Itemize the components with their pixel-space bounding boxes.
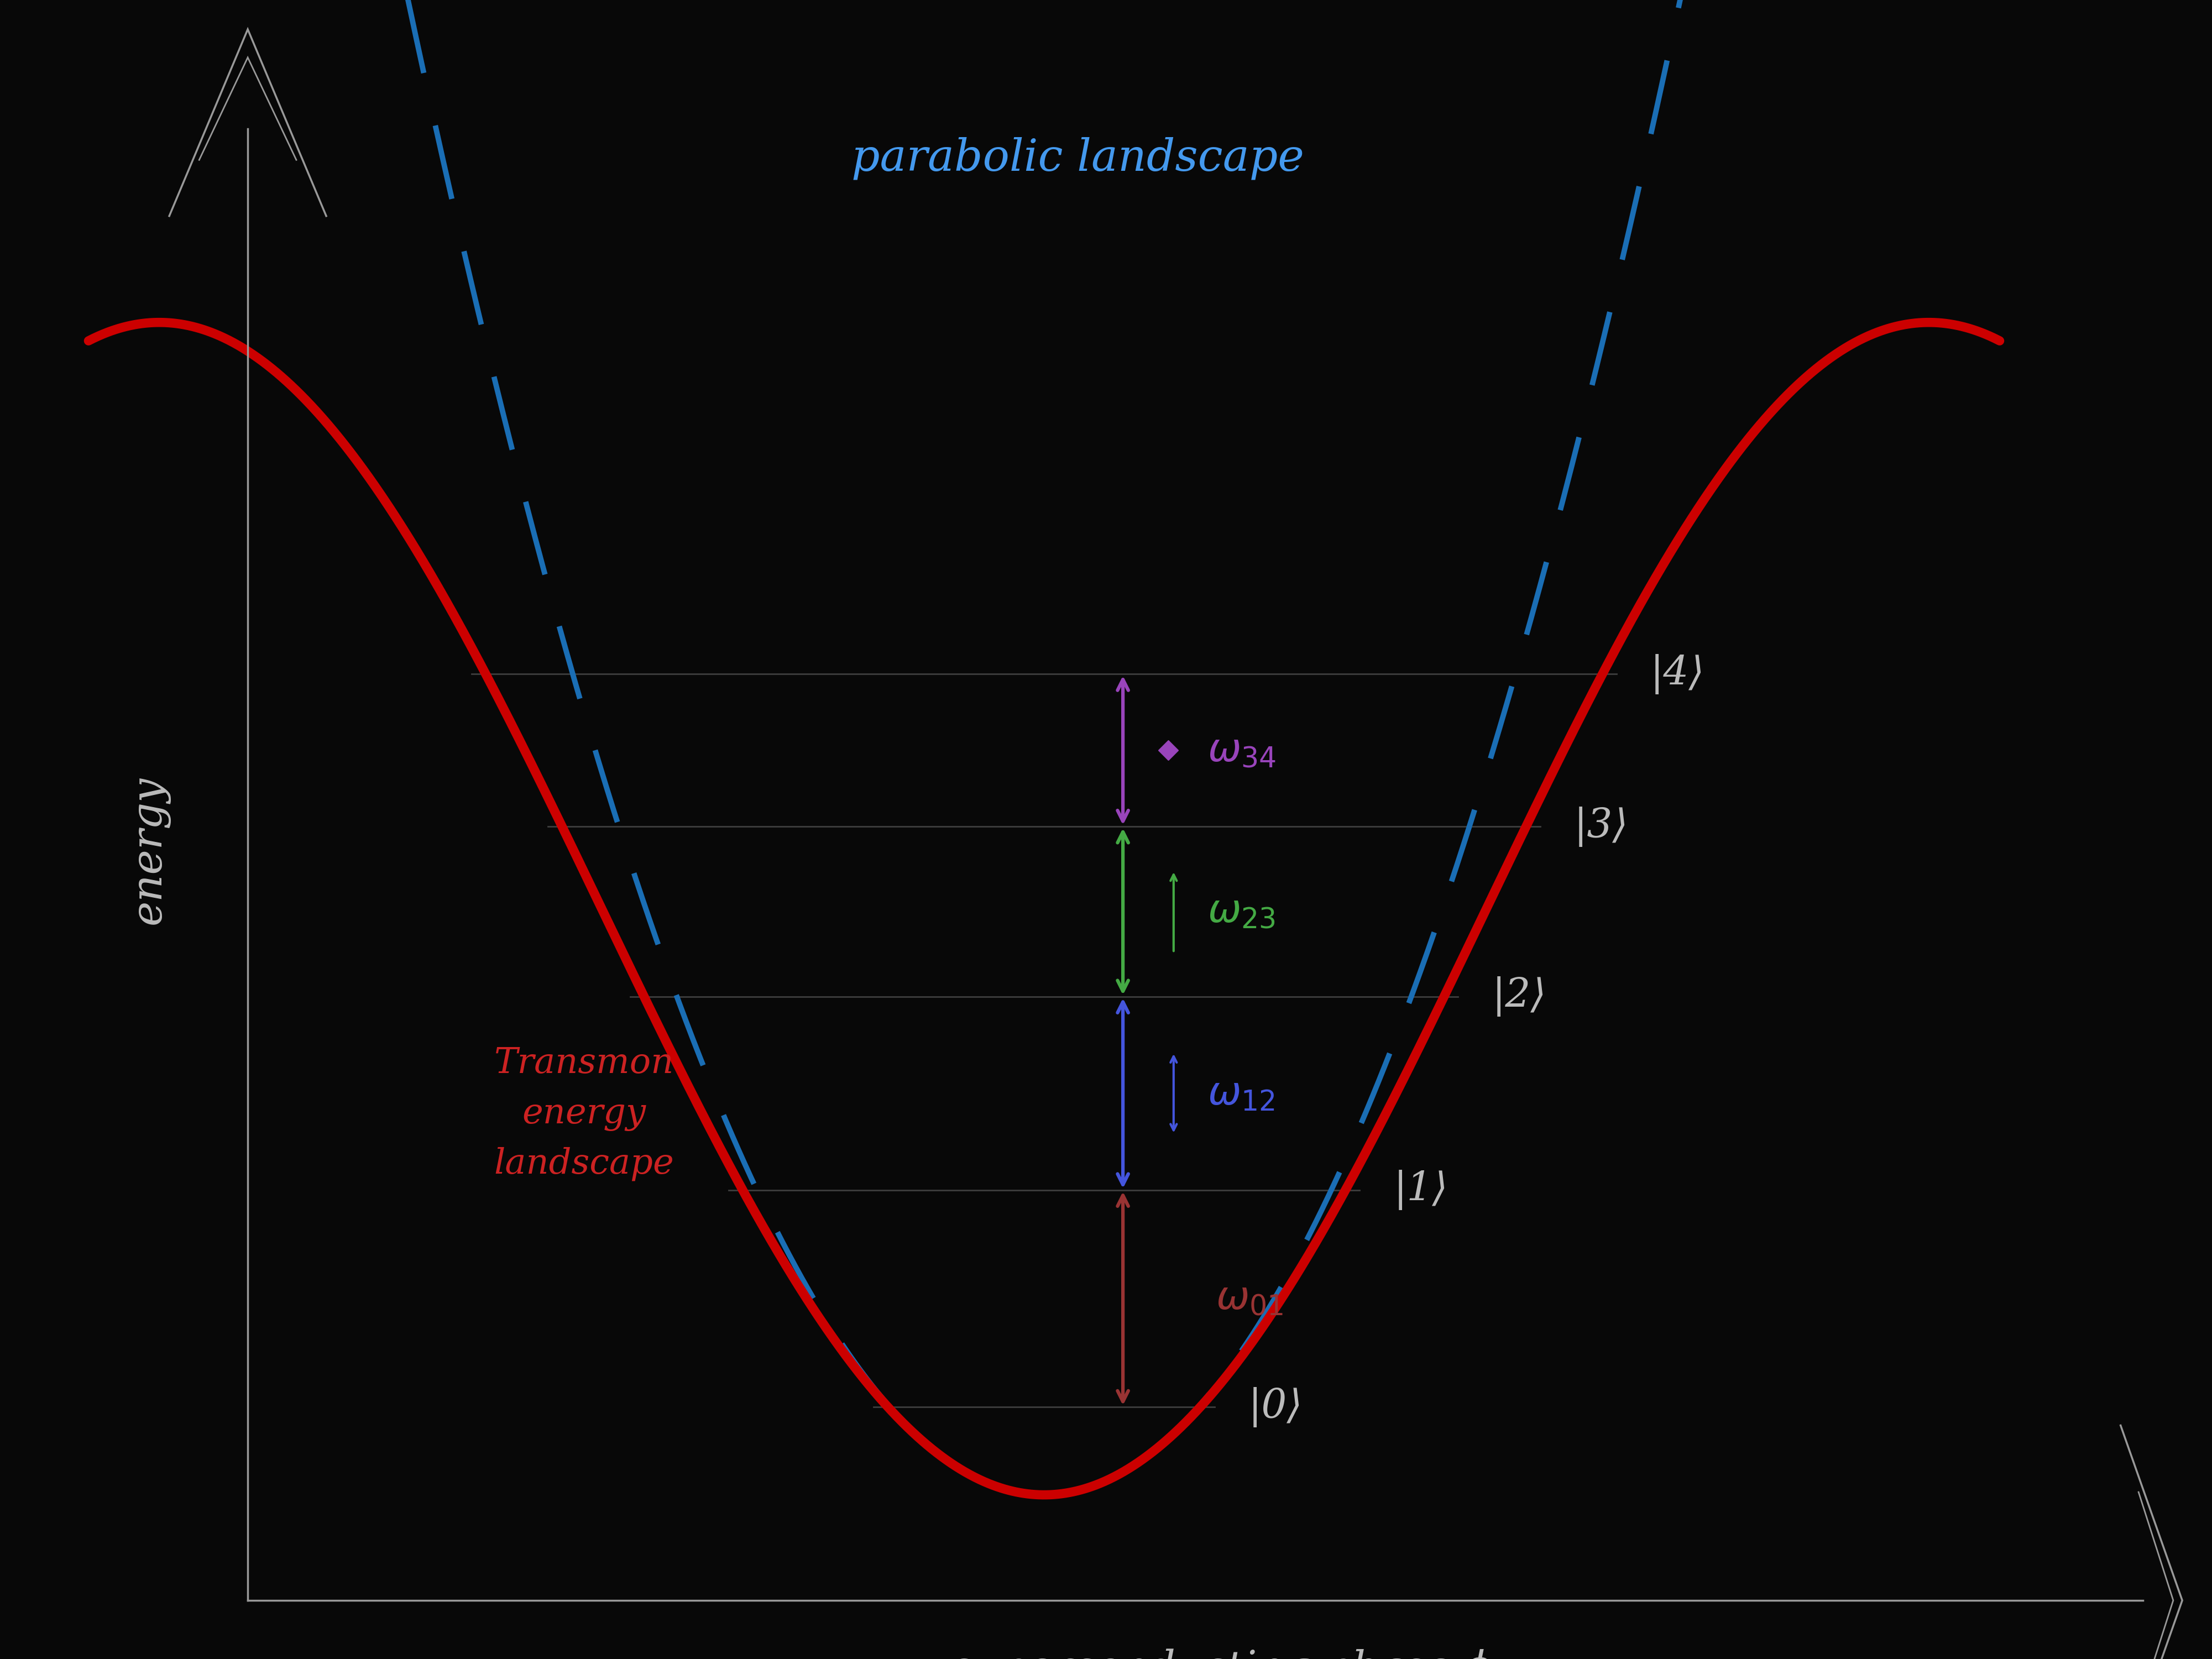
Text: |3⟩: |3⟩ bbox=[1575, 806, 1628, 846]
Text: parabolic landscape: parabolic landscape bbox=[852, 136, 1305, 179]
Text: |0⟩: |0⟩ bbox=[1248, 1387, 1303, 1427]
Text: superconducting phase $\phi$: superconducting phase $\phi$ bbox=[951, 1647, 1491, 1659]
Text: $\omega_{23}$: $\omega_{23}$ bbox=[1208, 893, 1276, 931]
Text: Transmon
energy
landscape: Transmon energy landscape bbox=[493, 1047, 675, 1181]
Text: energy: energy bbox=[128, 776, 170, 924]
Text: $\omega_{12}$: $\omega_{12}$ bbox=[1208, 1073, 1274, 1113]
Text: $\omega_{34}$: $\omega_{34}$ bbox=[1208, 732, 1276, 770]
Text: |2⟩: |2⟩ bbox=[1491, 977, 1546, 1017]
Text: $\omega_{01}$: $\omega_{01}$ bbox=[1217, 1279, 1283, 1317]
Text: |4⟩: |4⟩ bbox=[1650, 654, 1705, 695]
Text: |1⟩: |1⟩ bbox=[1394, 1170, 1449, 1209]
